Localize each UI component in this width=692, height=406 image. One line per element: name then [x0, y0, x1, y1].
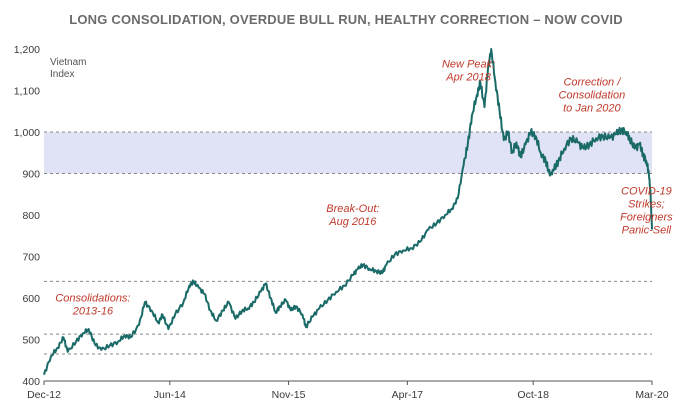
- range-band: [44, 132, 652, 174]
- annotation-text: Apr 2018: [445, 72, 492, 84]
- y-tick-label: 1,000: [14, 127, 40, 139]
- x-tick-label: Mar-20: [635, 389, 668, 401]
- x-tick-label: Jun-14: [154, 389, 186, 401]
- y-tick-label: 1,200: [14, 44, 40, 56]
- annotation-text: Break-Out:: [326, 203, 379, 215]
- y-axis-ticks: 400 500 600 700 800 900 1,000 1,100 1,200: [14, 44, 40, 388]
- annotation-text: Panic-Sell: [622, 224, 672, 236]
- annotation-text: Strikes;: [628, 198, 665, 210]
- annotation-0: New Peak:Apr 2018: [442, 59, 495, 84]
- x-tick-label: Nov-15: [272, 389, 306, 401]
- annotation-text: COVID-19: [621, 185, 672, 197]
- annotation-3: Consolidations:2013-16: [55, 292, 130, 317]
- annotation-2: Break-Out:Aug 2016: [326, 203, 379, 228]
- y-tick-label: 500: [22, 335, 40, 347]
- y-tick-label: 400: [22, 376, 40, 388]
- y-tick-label: 1,100: [14, 86, 40, 98]
- y-axis-label-line: Vietnam: [50, 57, 87, 68]
- y-tick-label: 900: [22, 169, 40, 181]
- annotation-text: to Jan 2020: [563, 103, 621, 115]
- y-tick-label: 600: [22, 293, 40, 305]
- annotation-text: Aug 2016: [328, 216, 377, 228]
- annotation-text: Consolidations:: [55, 292, 130, 304]
- annotation-text: Consolidation: [559, 90, 626, 102]
- y-axis-label-line: Index: [50, 69, 74, 80]
- annotation-text: 2013-16: [72, 305, 114, 317]
- annotation-text: Foreigners: [620, 211, 673, 223]
- y-tick-label: 800: [22, 210, 40, 222]
- annotations: New Peak:Apr 2018 Correction /Consolidati…: [55, 59, 673, 318]
- x-axis-ticks: Dec-12 Jun-14 Nov-15 Apr-17 Oct-18 Mar-20: [27, 381, 669, 401]
- chart-title: LONG CONSOLIDATION, OVERDUE BULL RUN, HE…: [69, 12, 623, 27]
- x-tick-label: Oct-18: [517, 389, 549, 401]
- x-tick-label: Apr-17: [392, 389, 424, 401]
- x-tick-label: Dec-12: [27, 389, 61, 401]
- y-tick-label: 700: [22, 252, 40, 264]
- vietnam-index-line: [43, 48, 653, 376]
- annotation-text: New Peak:: [442, 59, 495, 71]
- annotation-text: Correction /: [563, 77, 621, 89]
